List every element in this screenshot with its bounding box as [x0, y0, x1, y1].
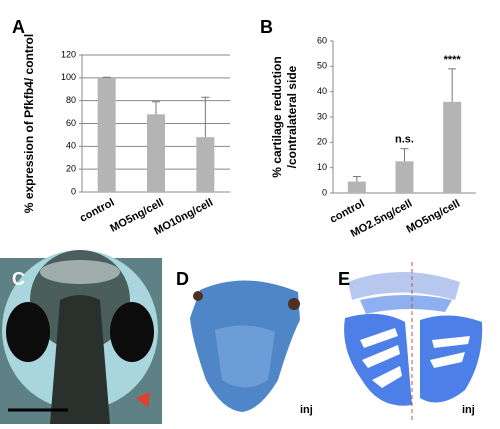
y-tick-label: 20 [317, 137, 327, 147]
bar [347, 181, 366, 193]
bar [147, 114, 165, 192]
error-bar [352, 176, 361, 182]
bar [97, 77, 116, 192]
bar [196, 137, 215, 192]
bar [395, 161, 414, 193]
panel-label: D [176, 269, 189, 289]
error-bar [152, 101, 160, 115]
photo-c [0, 250, 162, 424]
y-tick-label: 0 [322, 187, 327, 197]
panel-note: inj [300, 404, 313, 416]
bar [443, 101, 462, 193]
panel-label: C [12, 269, 25, 289]
y-tick-label: 40 [66, 141, 76, 151]
y-axis-label: % expression of Pfkfb4/ control [22, 34, 36, 213]
photo-d [190, 280, 300, 412]
y-tick-label: 20 [66, 164, 76, 174]
x-tick-label: MO5ng/cell [404, 198, 461, 236]
diagram-e [344, 262, 483, 420]
y-tick-label: 50 [317, 61, 327, 71]
panel-label: B [260, 17, 273, 37]
panel-label: A [12, 17, 25, 37]
y-tick-label: 60 [66, 118, 76, 128]
error-bar [400, 148, 409, 162]
error-bar [448, 68, 457, 102]
panel-label: E [338, 269, 350, 289]
x-tick-label: control [78, 197, 117, 225]
x-tick-label: control [328, 198, 367, 226]
y-tick-label: 120 [61, 49, 76, 59]
y-tick-label: 80 [66, 95, 76, 105]
panel-note: inj [462, 404, 475, 416]
y-tick-label: 30 [317, 111, 327, 121]
error-bar [102, 76, 111, 78]
annotation: n.s. [395, 134, 414, 146]
error-bar [201, 96, 210, 138]
y-tick-label: 10 [317, 162, 327, 172]
y-axis-label: % cartilage reduction [270, 56, 284, 177]
y-tick-label: 40 [317, 86, 327, 96]
annotation: **** [444, 54, 462, 66]
y-tick-label: 100 [61, 72, 76, 82]
y-tick-label: 0 [71, 186, 76, 196]
y-tick-label: 60 [317, 35, 327, 45]
y-axis-label: /contralateral side [285, 65, 299, 168]
